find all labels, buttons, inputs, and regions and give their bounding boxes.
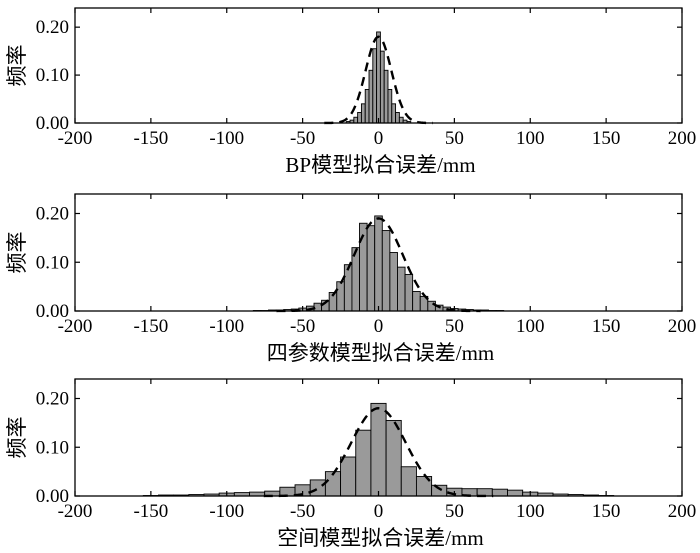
y-tick-label: 0.00 bbox=[36, 113, 69, 134]
x-tick-label: 50 bbox=[445, 316, 464, 337]
bar-group bbox=[252, 215, 505, 312]
gaussian-fit-curve bbox=[324, 35, 433, 125]
x-axis-label: 四参数模型拟合误差/mm bbox=[267, 341, 495, 365]
x-axis-label: BP模型拟合误差/mm bbox=[285, 153, 475, 177]
y-tick-label: 0.00 bbox=[36, 486, 69, 507]
histogram-bar bbox=[397, 266, 406, 312]
histogram-bar bbox=[404, 273, 414, 312]
bar-group bbox=[142, 402, 615, 497]
x-tick-label: -50 bbox=[290, 316, 315, 337]
y-tick-label: 0.20 bbox=[36, 389, 69, 410]
y-tick-label: 0.10 bbox=[36, 437, 69, 458]
histogram-bar bbox=[379, 50, 385, 124]
histogram-bar bbox=[366, 225, 376, 312]
x-tick-label: -150 bbox=[133, 501, 168, 522]
x-tick-label: 50 bbox=[445, 128, 464, 149]
x-tick-label: 150 bbox=[592, 316, 621, 337]
histogram-bar bbox=[368, 69, 374, 124]
x-tick-label: 200 bbox=[668, 316, 697, 337]
histogram-bar bbox=[398, 116, 404, 124]
axis-ticks: -200 -150 -100 -50 0 50 100 150 200 0.00 0.10 0.20 bbox=[36, 379, 697, 522]
spatial-model-histogram: -200 -150 -100 -50 0 50 100 150 2000.000.100.20 … bbox=[5, 378, 697, 550]
x-tick-label: 0 bbox=[374, 316, 384, 337]
x-tick-label: -100 bbox=[209, 128, 244, 149]
histogram-bar bbox=[364, 89, 370, 124]
histogram-bar bbox=[309, 479, 326, 497]
x-tick-label: -50 bbox=[290, 128, 315, 149]
y-tick-label: 0.00 bbox=[36, 301, 69, 322]
y-tick-label: 0.20 bbox=[36, 204, 69, 225]
bp-model-histogram: -200 -150 -100 -50 0 50 100 150 2000.000.100.20 … bbox=[5, 7, 697, 177]
histogram-bar bbox=[360, 103, 366, 124]
histogram-bar bbox=[336, 281, 345, 312]
x-tick-label: 0 bbox=[374, 128, 384, 149]
histogram-bar bbox=[343, 264, 353, 312]
axis-ticks: -200 -150 -100 -50 0 50 100 150 200 0.00 0.10 0.20 bbox=[36, 8, 697, 149]
x-tick-label: 150 bbox=[592, 128, 621, 149]
histogram-bar bbox=[355, 429, 372, 497]
x-tick-label: -200 bbox=[58, 128, 93, 149]
histogram-bar bbox=[412, 291, 421, 312]
histogram-bar bbox=[340, 456, 357, 497]
y-axis-label: 频率 bbox=[5, 45, 29, 87]
x-tick-label: 200 bbox=[668, 128, 697, 149]
gaussian-fit-curve bbox=[263, 407, 494, 498]
x-tick-label: 0 bbox=[374, 501, 384, 522]
histogram-bar bbox=[383, 69, 389, 124]
histogram-bar bbox=[353, 116, 359, 124]
gaussian-fit-curve bbox=[276, 217, 481, 313]
histogram-bar bbox=[387, 89, 393, 124]
histogram-bar bbox=[427, 300, 436, 312]
x-tick-label: -150 bbox=[133, 128, 168, 149]
histogram-bar bbox=[372, 48, 378, 124]
x-tick-label: 100 bbox=[516, 501, 545, 522]
x-tick-label: -150 bbox=[133, 316, 168, 337]
x-tick-label: 150 bbox=[592, 501, 621, 522]
histogram-bar bbox=[376, 31, 381, 124]
histogram-bar bbox=[507, 489, 524, 497]
histogram-bar bbox=[351, 247, 360, 312]
histogram-bar bbox=[391, 103, 397, 124]
y-tick-label: 0.20 bbox=[36, 17, 69, 38]
y-tick-label: 0.10 bbox=[36, 252, 69, 273]
x-axis-label: 空间模型拟合误差/mm bbox=[277, 526, 484, 550]
histogram-bar bbox=[431, 484, 448, 497]
histogram-bar bbox=[381, 230, 391, 312]
histogram-bar bbox=[491, 488, 508, 497]
x-tick-label: -100 bbox=[209, 501, 244, 522]
x-tick-label: 200 bbox=[668, 501, 697, 522]
histogram-bar bbox=[389, 252, 398, 312]
y-tick-label: 0.10 bbox=[36, 65, 69, 86]
x-tick-label: -100 bbox=[209, 316, 244, 337]
histogram-bar bbox=[357, 112, 362, 124]
x-tick-label: -50 bbox=[290, 501, 315, 522]
histogram-bar bbox=[385, 419, 402, 497]
histogram-bar bbox=[374, 215, 383, 312]
y-axis-label: 频率 bbox=[5, 417, 29, 459]
axis-ticks: -200 -150 -100 -50 0 50 100 150 200 0.00 0.10 0.20 bbox=[36, 194, 697, 337]
y-axis-label: 频率 bbox=[5, 232, 29, 274]
x-tick-label: -200 bbox=[58, 316, 93, 337]
histogram-bar bbox=[400, 466, 417, 497]
x-tick-label: 100 bbox=[516, 128, 545, 149]
histogram-bar bbox=[395, 112, 400, 124]
x-tick-label: -200 bbox=[58, 501, 93, 522]
x-tick-label: 100 bbox=[516, 316, 545, 337]
four-parameter-model-histogram: -200 -150 -100 -50 0 50 100 150 2000.000.100.20 … bbox=[5, 193, 697, 365]
bar-group bbox=[345, 31, 412, 124]
x-tick-label: 50 bbox=[445, 501, 464, 522]
histogram-bar bbox=[370, 402, 387, 497]
